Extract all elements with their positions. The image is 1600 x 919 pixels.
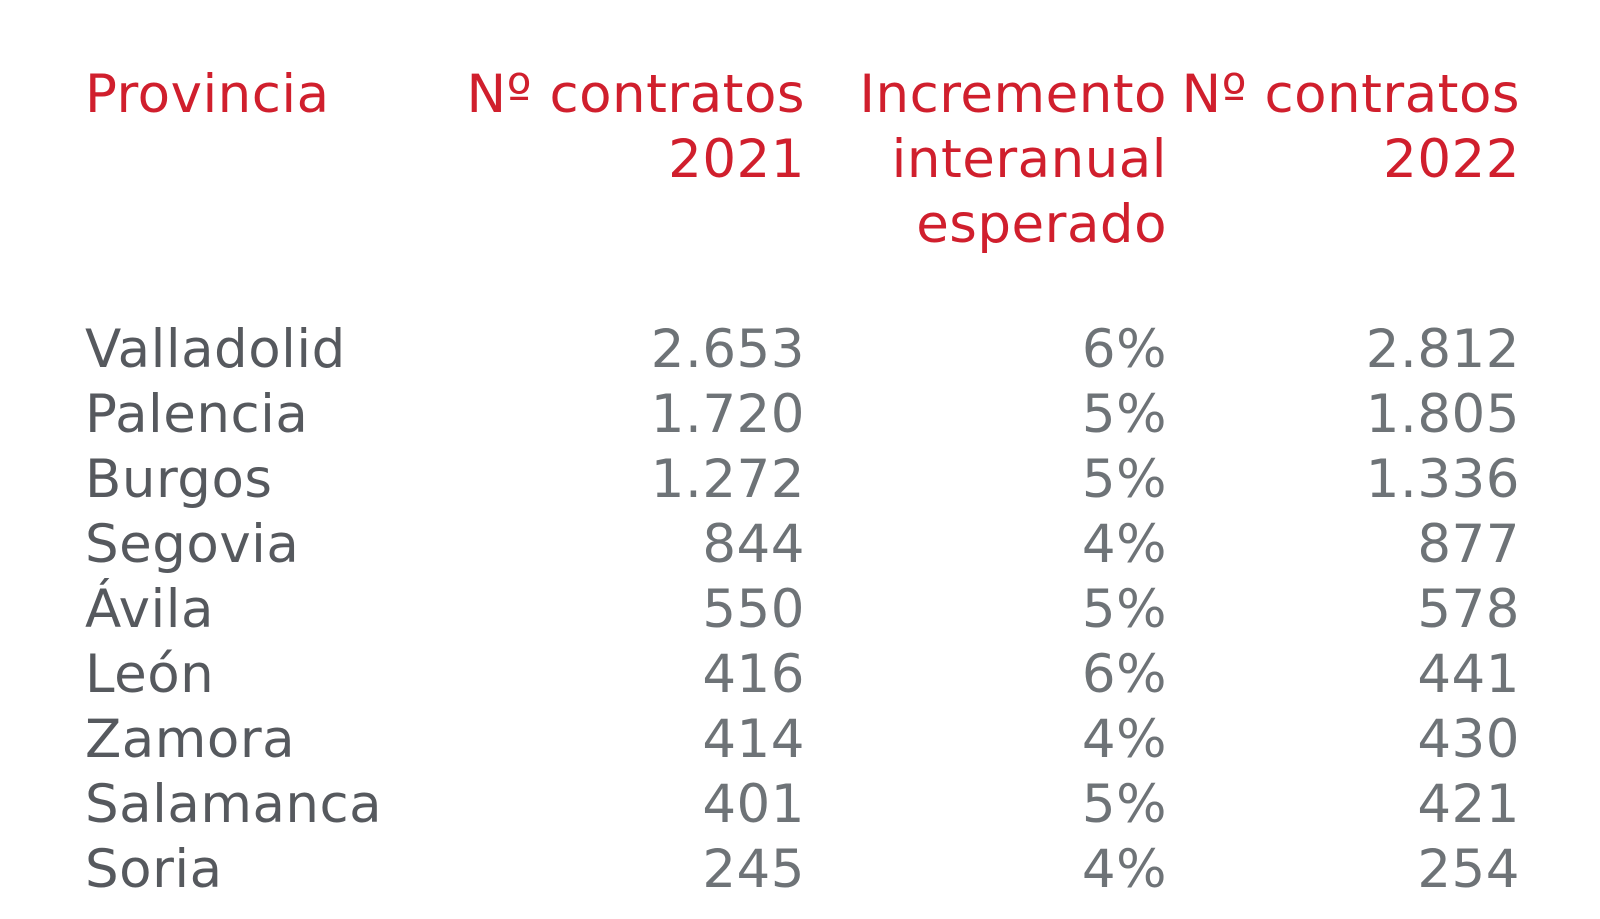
header-provincia: Provincia [85,62,415,257]
header-incremento-line2: interanual [891,129,1167,190]
cell-contratos-2021: 550 [702,579,805,640]
cell-incremento: 6% [1081,319,1167,380]
header-contratos-2022-line1: Nº contratos [1181,64,1520,125]
header-contratos-2021-line2: 2021 [668,129,805,190]
cell-incremento: 5% [1081,384,1167,445]
cell-incremento: 5% [1081,579,1167,640]
cell-contratos-2022: 1.805 [1365,384,1520,445]
cell-contratos-2022: 430 [1417,709,1520,770]
cell-contratos-2022: 421 [1417,774,1520,835]
header-contratos-2021-line1: Nº contratos [466,64,805,125]
cell-contratos-2021: 401 [702,774,805,835]
header-contratos-2021: Nº contratos 2021 [415,62,805,257]
cell-contratos-2022: 441 [1417,644,1520,705]
cell-contratos-2021: 1.720 [650,384,805,445]
cell-contratos-2021: 844 [702,514,805,575]
header-contratos-2022: Nº contratos 2022 [1167,62,1520,257]
cell-incremento: 5% [1081,774,1167,835]
cell-incremento: 6% [1081,644,1167,705]
cell-incremento: 4% [1081,839,1167,900]
cell-provincia: Ávila [85,579,214,640]
header-incremento-line3: esperado [916,194,1167,255]
cell-contratos-2021: 245 [702,839,805,900]
cell-contratos-2021: 414 [702,709,805,770]
cell-provincia: León [85,644,215,705]
cell-contratos-2022: 2.812 [1365,319,1520,380]
cell-provincia: Valladolid [85,319,346,380]
header-incremento: Incremento interanual esperado [805,62,1167,257]
header-body-gap [85,257,1600,317]
cell-contratos-2022: 254 [1417,839,1520,900]
cell-provincia: Segovia [85,514,300,575]
cell-contratos-2021: 2.653 [650,319,805,380]
header-provincia-line: Provincia [85,64,330,125]
cell-contratos-2022: 1.336 [1365,449,1520,510]
cell-provincia: Palencia [85,384,309,445]
cell-incremento: 4% [1081,514,1167,575]
cell-incremento: 5% [1081,449,1167,510]
table-header-row: Provincia Nº contratos 2021 Incremento i… [85,62,1520,257]
cell-incremento: 4% [1081,709,1167,770]
cell-contratos-2022: 578 [1417,579,1520,640]
cell-contratos-2021: 416 [702,644,805,705]
header-contratos-2022-line2: 2022 [1383,129,1520,190]
table-body: Valladolid 2.653 6% 2.812 Palencia 1.720… [85,317,1520,902]
cell-contratos-2022: 877 [1417,514,1520,575]
cell-provincia: Soria [85,839,223,900]
cell-contratos-2021: 1.272 [650,449,805,510]
cell-provincia: Zamora [85,709,296,770]
cell-provincia: Burgos [85,449,273,510]
header-incremento-line1: Incremento [859,64,1167,125]
cell-provincia: Salamanca [85,774,383,835]
